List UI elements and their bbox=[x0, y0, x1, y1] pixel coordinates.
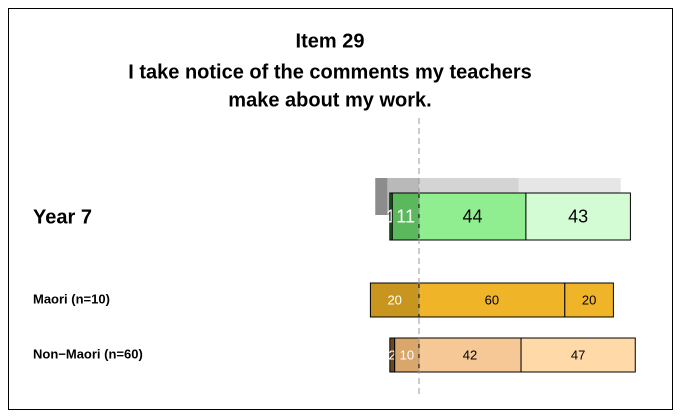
row-label: Non−Maori (n=60) bbox=[33, 346, 143, 361]
bar-segment bbox=[520, 337, 636, 373]
frame bbox=[8, 8, 673, 410]
data-label: 47 bbox=[571, 347, 585, 362]
bar-segment bbox=[564, 282, 614, 318]
data-label: 1 bbox=[386, 206, 396, 226]
data-label: 10 bbox=[400, 347, 414, 362]
data-label: 2 bbox=[389, 347, 396, 362]
data-label: 43 bbox=[568, 206, 588, 226]
data-label: 60 bbox=[485, 292, 499, 307]
bar-segment bbox=[525, 192, 631, 241]
data-label: 42 bbox=[463, 347, 477, 362]
row-label: Maori (n=10) bbox=[33, 291, 110, 306]
chart-title: Item 29 bbox=[296, 30, 365, 52]
bar-segment bbox=[394, 337, 420, 373]
data-label: 20 bbox=[582, 292, 596, 307]
data-label: 11 bbox=[396, 206, 415, 226]
bar-segment bbox=[375, 178, 388, 215]
data-label: 44 bbox=[462, 206, 482, 226]
chart-title: I take notice of the comments my teacher… bbox=[128, 61, 531, 83]
chart-title: make about my work. bbox=[228, 89, 431, 111]
data-label: 20 bbox=[387, 292, 401, 307]
bar-segment bbox=[418, 337, 522, 373]
row-label: Year 7 bbox=[33, 206, 92, 228]
